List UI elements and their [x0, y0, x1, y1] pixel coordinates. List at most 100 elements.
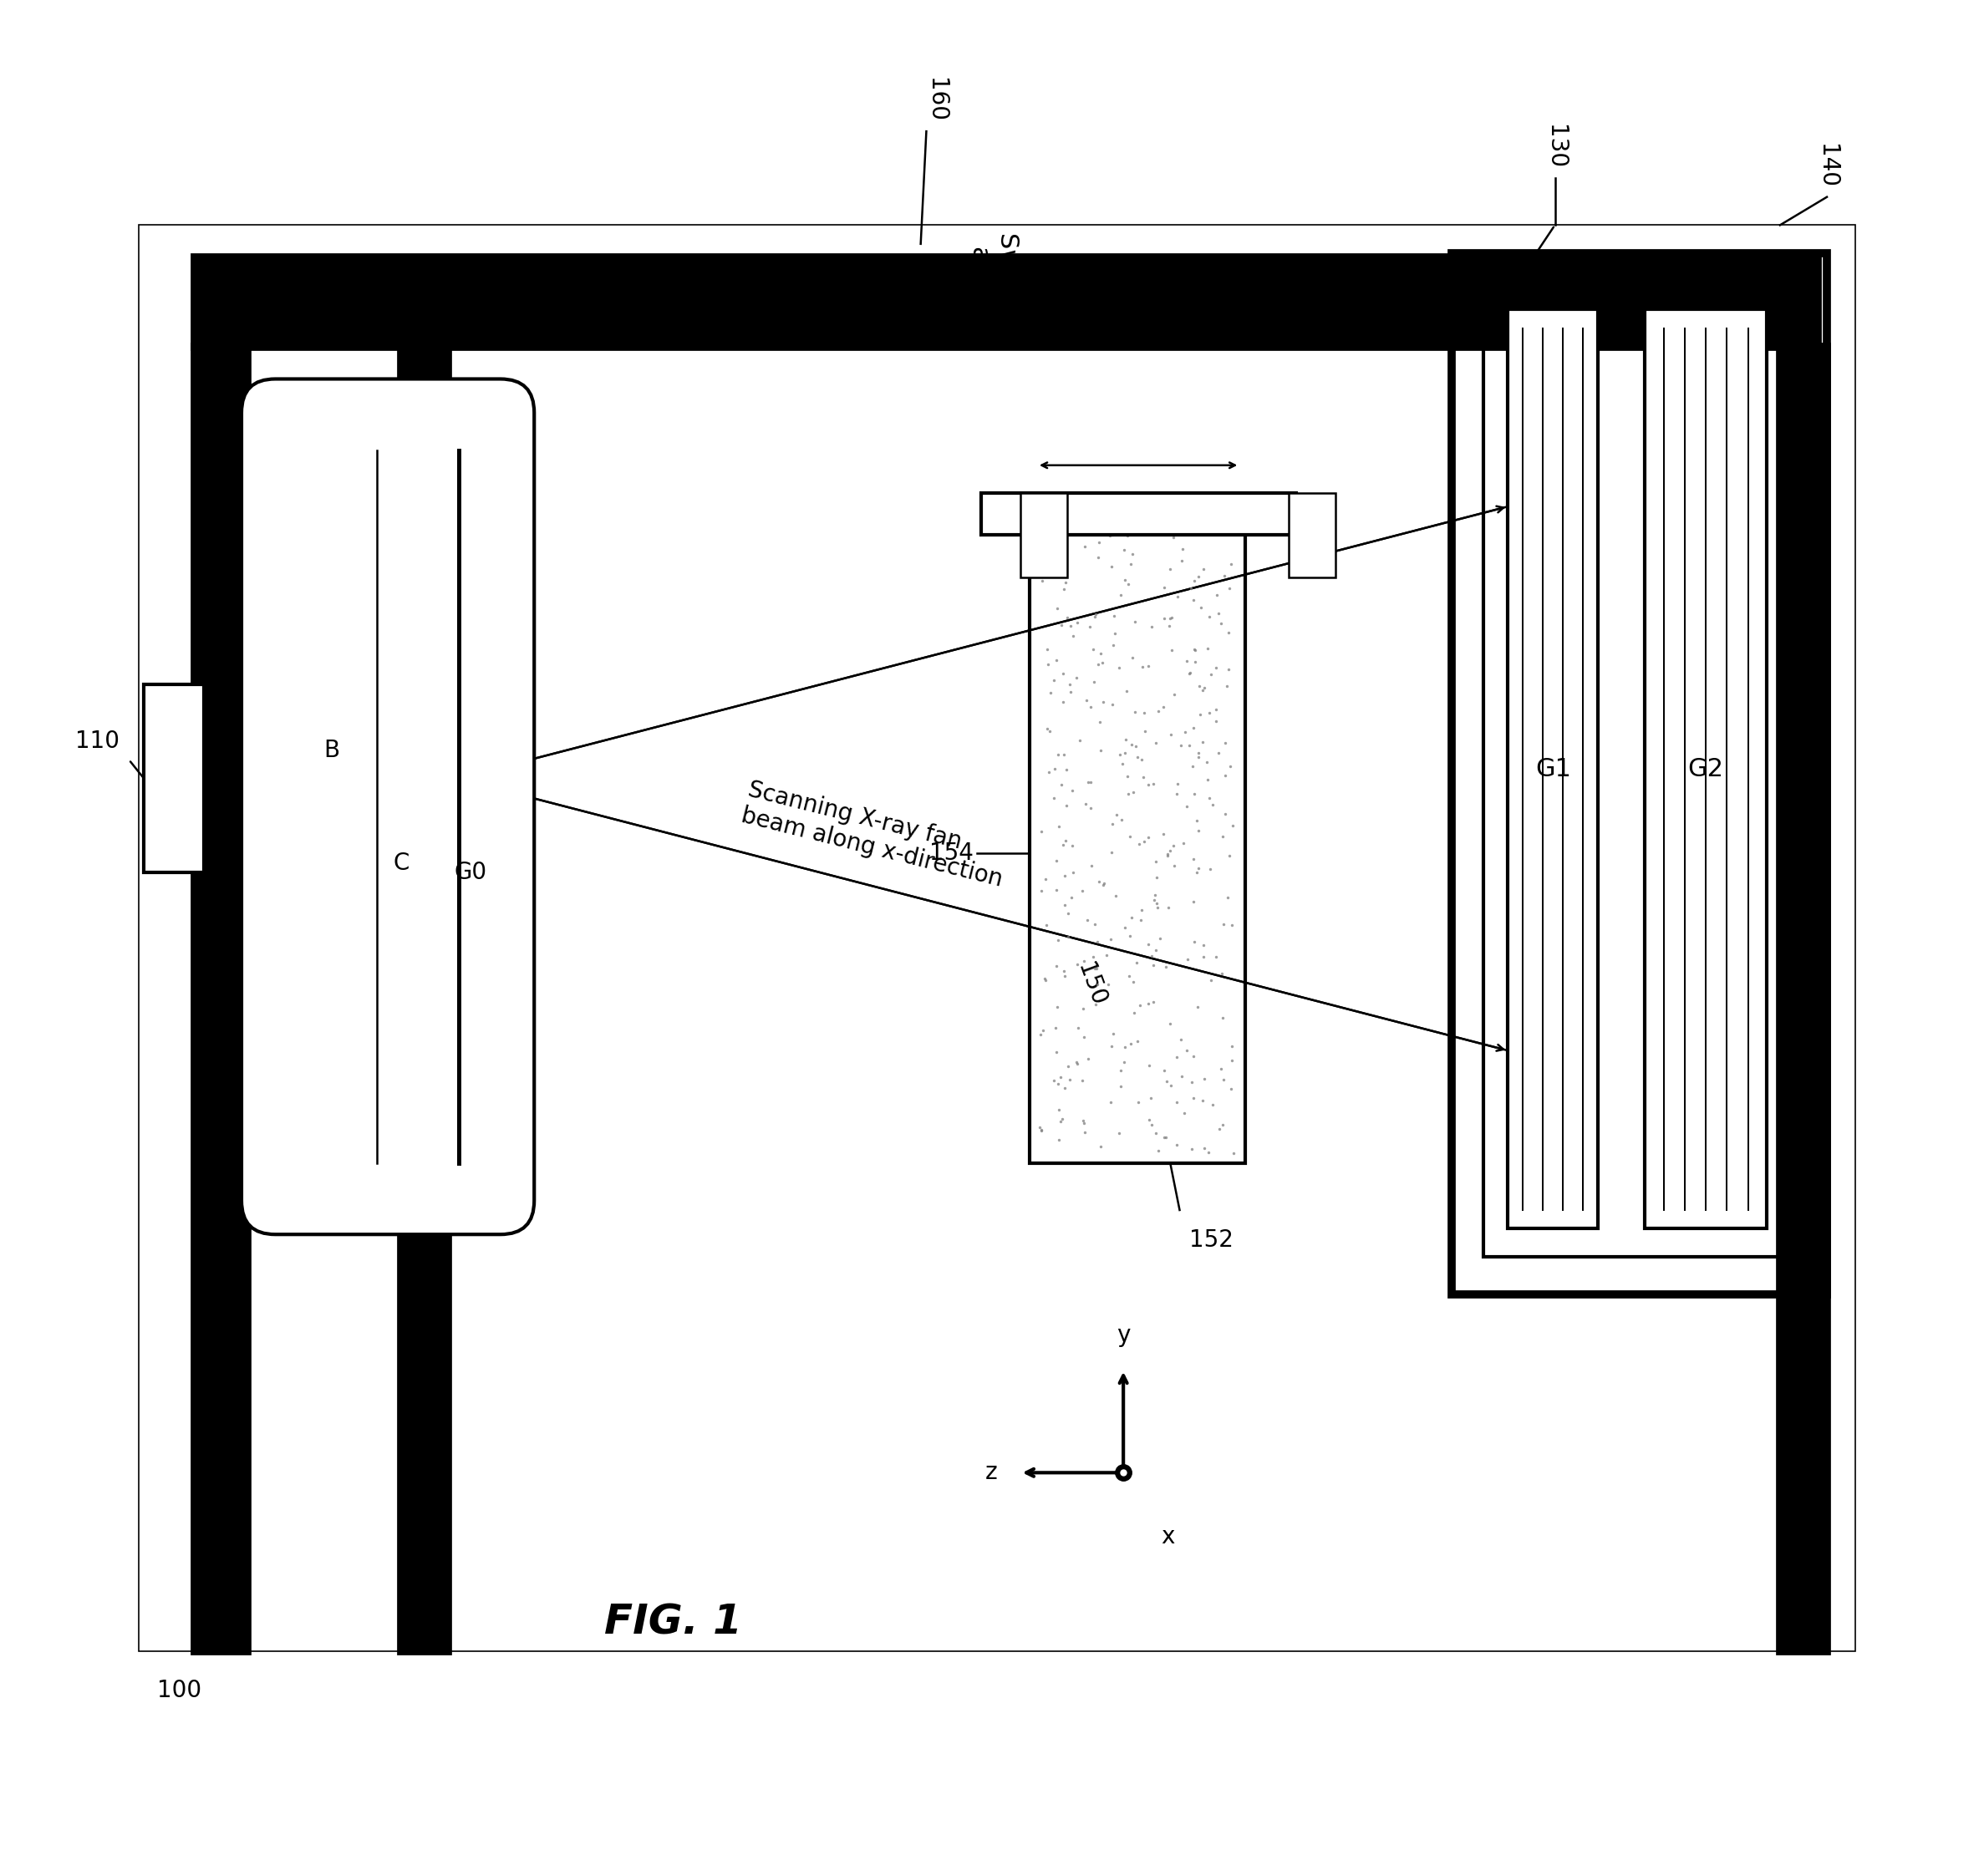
- Point: [1216, 810, 1248, 840]
- Point: [1109, 737, 1141, 767]
- Point: [1175, 574, 1206, 604]
- Bar: [1020, 493, 1067, 578]
- Point: [1157, 831, 1188, 861]
- Point: [1212, 884, 1244, 914]
- Point: [1157, 634, 1188, 664]
- Bar: [1508, 310, 1597, 1229]
- Point: [1032, 649, 1063, 679]
- Point: [1214, 840, 1246, 870]
- Point: [1188, 942, 1220, 972]
- Point: [1079, 598, 1111, 628]
- Point: [1115, 902, 1147, 932]
- Point: [1040, 874, 1071, 904]
- Point: [1208, 561, 1240, 591]
- Point: [1196, 790, 1228, 820]
- Point: [1186, 675, 1218, 705]
- Point: [1061, 949, 1093, 979]
- Point: [1143, 1137, 1175, 1167]
- Point: [1125, 895, 1157, 925]
- Point: [1061, 1049, 1093, 1079]
- Point: [1165, 1024, 1196, 1054]
- Point: [1071, 685, 1103, 715]
- Text: 160: 160: [925, 77, 948, 122]
- Point: [1042, 1069, 1073, 1099]
- Point: [1044, 1126, 1075, 1156]
- Point: [1067, 876, 1099, 906]
- Point: [1028, 962, 1059, 992]
- Point: [1159, 850, 1190, 880]
- Bar: [194, 347, 248, 1651]
- Point: [1178, 585, 1210, 615]
- Point: [1159, 522, 1190, 552]
- Point: [1052, 899, 1083, 929]
- Point: [1109, 1032, 1141, 1062]
- Point: [1097, 630, 1129, 660]
- Point: [1067, 1066, 1099, 1096]
- Point: [1050, 518, 1081, 548]
- Point: [1095, 1086, 1127, 1116]
- Point: [1188, 514, 1220, 544]
- Point: [1214, 1075, 1246, 1105]
- Point: [1186, 1084, 1218, 1114]
- Bar: [194, 257, 1817, 347]
- Point: [1151, 1122, 1182, 1152]
- Point: [1129, 698, 1161, 728]
- Point: [1059, 1047, 1091, 1077]
- Point: [1034, 677, 1065, 707]
- Point: [1143, 696, 1175, 726]
- Point: [1087, 870, 1119, 900]
- Point: [1105, 1071, 1137, 1101]
- Point: [1141, 863, 1173, 893]
- Point: [1061, 1013, 1093, 1043]
- Point: [1165, 730, 1196, 760]
- Bar: [1452, 253, 1827, 1294]
- Point: [1196, 1090, 1228, 1120]
- Point: [1200, 942, 1232, 972]
- Point: [1075, 767, 1107, 797]
- Point: [1208, 762, 1240, 792]
- Point: [1040, 846, 1071, 876]
- Point: [1133, 989, 1165, 1019]
- Point: [1208, 908, 1240, 938]
- Point: [1083, 542, 1115, 572]
- Text: 130: 130: [1544, 124, 1567, 169]
- Point: [1141, 846, 1173, 876]
- Point: [1044, 508, 1075, 538]
- Point: [1188, 1064, 1220, 1094]
- Point: [1178, 927, 1210, 957]
- Point: [1178, 634, 1210, 664]
- Bar: [145, 685, 204, 872]
- Point: [1182, 816, 1214, 846]
- Point: [1111, 762, 1143, 792]
- Point: [1050, 792, 1081, 822]
- Point: [1040, 645, 1071, 675]
- Point: [1050, 559, 1081, 589]
- Point: [1052, 602, 1083, 632]
- Point: [1115, 730, 1147, 760]
- Point: [1030, 910, 1061, 940]
- Point: [1125, 745, 1157, 775]
- Point: [1113, 570, 1145, 600]
- Point: [1109, 912, 1141, 942]
- Point: [1050, 961, 1081, 991]
- Point: [1204, 1054, 1236, 1084]
- Point: [1149, 951, 1180, 981]
- Point: [1050, 567, 1081, 597]
- Point: [1067, 946, 1099, 976]
- Point: [1032, 518, 1063, 548]
- Point: [1079, 991, 1111, 1021]
- FancyBboxPatch shape: [242, 379, 534, 1234]
- Point: [1216, 910, 1248, 940]
- Point: [1218, 1137, 1250, 1167]
- Point: [1081, 970, 1113, 1000]
- Point: [1038, 782, 1069, 812]
- Point: [1103, 653, 1135, 683]
- Text: 110: 110: [75, 730, 119, 752]
- Point: [1107, 749, 1139, 779]
- Point: [1125, 991, 1157, 1021]
- Point: [1052, 921, 1083, 951]
- Point: [1153, 839, 1184, 869]
- Point: [1105, 805, 1137, 835]
- Point: [1069, 790, 1101, 820]
- Point: [1073, 612, 1105, 642]
